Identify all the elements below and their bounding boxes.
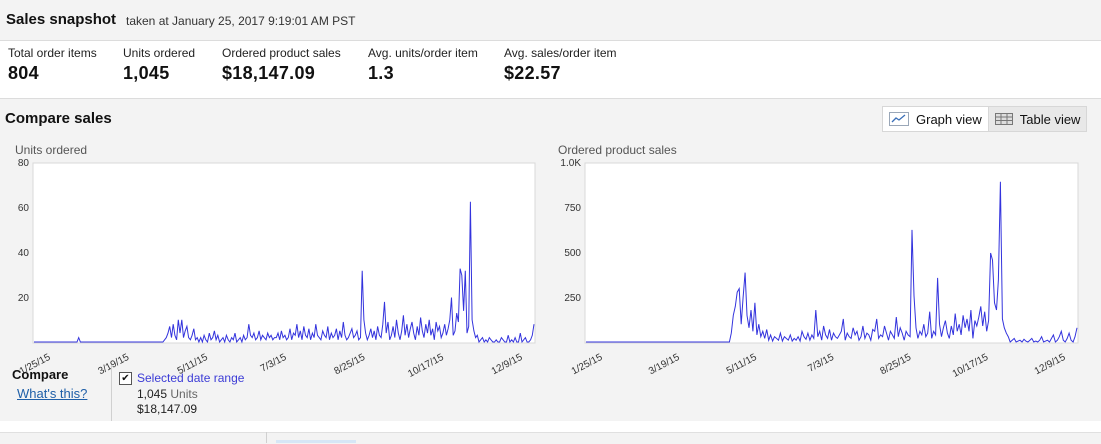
- view-toggle: Graph view Table view: [882, 106, 1088, 132]
- metric-label: Avg. units/order item: [368, 46, 478, 60]
- metric-label: Avg. sales/order item: [504, 46, 617, 60]
- x-tick-label: 5/11/15: [725, 352, 759, 377]
- units-chart-title: Units ordered: [15, 143, 88, 157]
- table-view-label: Table view: [1019, 111, 1081, 127]
- x-tick-label: 1/25/15: [570, 352, 605, 378]
- x-tick-label: 12/9/15: [490, 352, 525, 378]
- line-graph-icon: [889, 112, 909, 126]
- legend-units-value: 1,045: [137, 387, 168, 401]
- metric-total-order-items: Total order items 804: [8, 46, 97, 84]
- legend-sales-value: $18,147.09: [137, 402, 198, 416]
- compare-sales-panel: Compare sales Graph view Table view Unit…: [0, 99, 1101, 421]
- snapshot-header: Sales snapshot taken at January 25, 2017…: [0, 0, 1101, 41]
- metrics-row: Total order items 804 Units ordered 1,04…: [0, 41, 1101, 99]
- legend-units-word: Units: [170, 387, 198, 401]
- graph-view-label: Graph view: [916, 111, 982, 127]
- metric-label: Total order items: [8, 46, 97, 60]
- x-tick-label: 8/25/15: [332, 352, 367, 378]
- metric-value: 1.3: [368, 63, 394, 83]
- metric-value: $18,147.09: [222, 63, 316, 83]
- plot-area: [32, 162, 536, 344]
- x-tick-label: 8/25/15: [878, 352, 913, 378]
- bottom-strip: [0, 432, 1101, 444]
- table-grid-icon: [994, 113, 1013, 125]
- graph-view-button[interactable]: Graph view: [882, 106, 989, 132]
- metric-units-ordered: Units ordered 1,045: [123, 46, 195, 84]
- x-tick-label: 3/19/15: [647, 352, 682, 378]
- series-line: [586, 181, 1078, 343]
- metric-avg-sales-per-order-item: Avg. sales/order item $22.57: [504, 46, 617, 84]
- whats-this-link[interactable]: What's this?: [17, 386, 88, 401]
- series-line: [34, 201, 535, 344]
- compare-label: Compare: [12, 367, 69, 382]
- metric-ordered-product-sales: Ordered product sales $18,147.09: [222, 46, 341, 84]
- y-tick-label: 60: [18, 203, 30, 214]
- bottom-tab-indicator: [276, 440, 356, 443]
- metric-value: 1,045: [123, 63, 170, 83]
- y-tick-label: 80: [18, 158, 30, 169]
- snapshot-timestamp: taken at January 25, 2017 9:19:01 AM PST: [126, 14, 356, 28]
- metric-avg-units-per-order-item: Avg. units/order item 1.3: [368, 46, 478, 84]
- x-tick-label: 10/17/15: [951, 352, 991, 380]
- y-tick-label: 750: [564, 203, 581, 214]
- ordered-product-sales-chart: 250 500 750 1.0K 1/25/15 3/19/15 5/11/15 7/3/15…: [560, 158, 1079, 380]
- metric-value: 804: [8, 63, 39, 83]
- compare-sales-title: Compare sales: [5, 110, 112, 127]
- legend-units: 1,045 Units: [137, 387, 198, 401]
- y-tick-label: 40: [18, 248, 30, 259]
- y-tick-label: 20: [18, 293, 30, 304]
- x-tick-label: 12/9/15: [1033, 352, 1068, 378]
- metric-label: Ordered product sales: [222, 46, 341, 60]
- x-tick-label: 7/3/15: [806, 352, 836, 375]
- date-range-legend: ✔ Selected date range 1,045 Units $18,14…: [111, 365, 282, 421]
- y-tick-label: 250: [564, 293, 581, 304]
- bottom-divider: [266, 432, 267, 443]
- y-tick-label: 1.0K: [560, 158, 581, 169]
- sales-chart-title: Ordered product sales: [558, 143, 677, 157]
- selected-date-range-checkbox[interactable]: ✔: [119, 372, 132, 385]
- plot-area: [584, 162, 1079, 344]
- x-tick-label: 10/17/15: [406, 352, 446, 380]
- metric-value: $22.57: [504, 63, 561, 83]
- metric-label: Units ordered: [123, 46, 196, 60]
- table-view-button[interactable]: Table view: [988, 106, 1088, 132]
- y-tick-label: 500: [564, 248, 581, 259]
- snapshot-title: Sales snapshot: [6, 11, 117, 28]
- selected-date-range-label: Selected date range: [137, 371, 245, 385]
